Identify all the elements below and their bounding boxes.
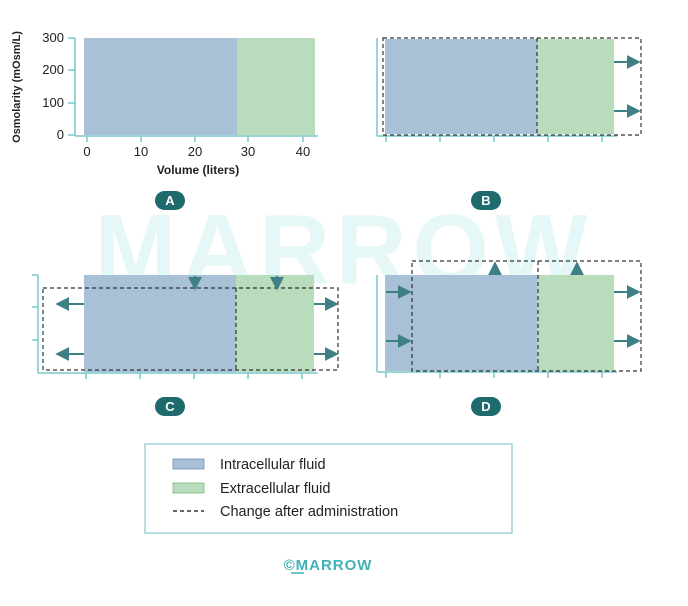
panel-a-badge [155, 191, 185, 210]
panel-a-badge-label: A [165, 193, 175, 208]
panel-a-xtick-label: 30 [241, 144, 255, 159]
panel-b-icf-block [385, 39, 537, 134]
panel-d: D [376, 260, 642, 416]
panel-a-ylabel: Osmolarity (mOsm/L) [11, 31, 23, 143]
panel-b-badge-label: B [481, 193, 490, 208]
legend-box [144, 443, 513, 534]
panel-c-badge [155, 397, 185, 416]
panel-d-change-outline [411, 260, 642, 372]
panel-a-xtick-label: 40 [296, 144, 310, 159]
legend-swatch-icf [172, 458, 205, 470]
panel-a-icf-block [84, 38, 237, 135]
panel-d-icf-block [385, 275, 537, 371]
panel-a-ytick-label: 0 [57, 127, 64, 142]
panel-b-badge [471, 191, 501, 210]
copyright-brand: ©MARROW [284, 557, 373, 574]
legend-label-icf: Intracellular fluid [220, 457, 326, 473]
panel-a-ytick-label: 300 [42, 30, 64, 45]
panel-c: C [32, 274, 339, 416]
panel-a-ecf-block [237, 38, 315, 135]
panel-a-xtick-label: 10 [134, 144, 148, 159]
legend: Intracellular fluid Extracellular fluid … [144, 443, 513, 534]
panel-c-icf-block [84, 275, 236, 372]
panel-c-ecf-block [236, 275, 314, 372]
panel-c-badge-label: C [165, 399, 175, 414]
panel-d-badge-label: D [481, 399, 490, 414]
panel-a: 300 200 100 0 0 10 20 30 40 Volume (lite… [11, 30, 318, 210]
legend-label-change: Change after administration [220, 504, 398, 520]
panel-a-xtick-label: 0 [83, 144, 90, 159]
panel-a-ytick-label: 100 [42, 95, 64, 110]
legend-label-ecf: Extracellular fluid [220, 481, 330, 497]
panel-d-badge [471, 397, 501, 416]
panel-b: B [376, 37, 642, 210]
panel-b-change-outline [382, 37, 642, 136]
legend-swatch-ecf [172, 482, 205, 494]
panel-a-xtick-label: 20 [188, 144, 202, 159]
panel-a-xlabel: Volume (liters) [157, 163, 239, 177]
panel-a-ytick-label: 200 [42, 62, 64, 77]
panel-d-ecf-block [537, 275, 614, 371]
panel-b-ecf-block [537, 39, 614, 134]
